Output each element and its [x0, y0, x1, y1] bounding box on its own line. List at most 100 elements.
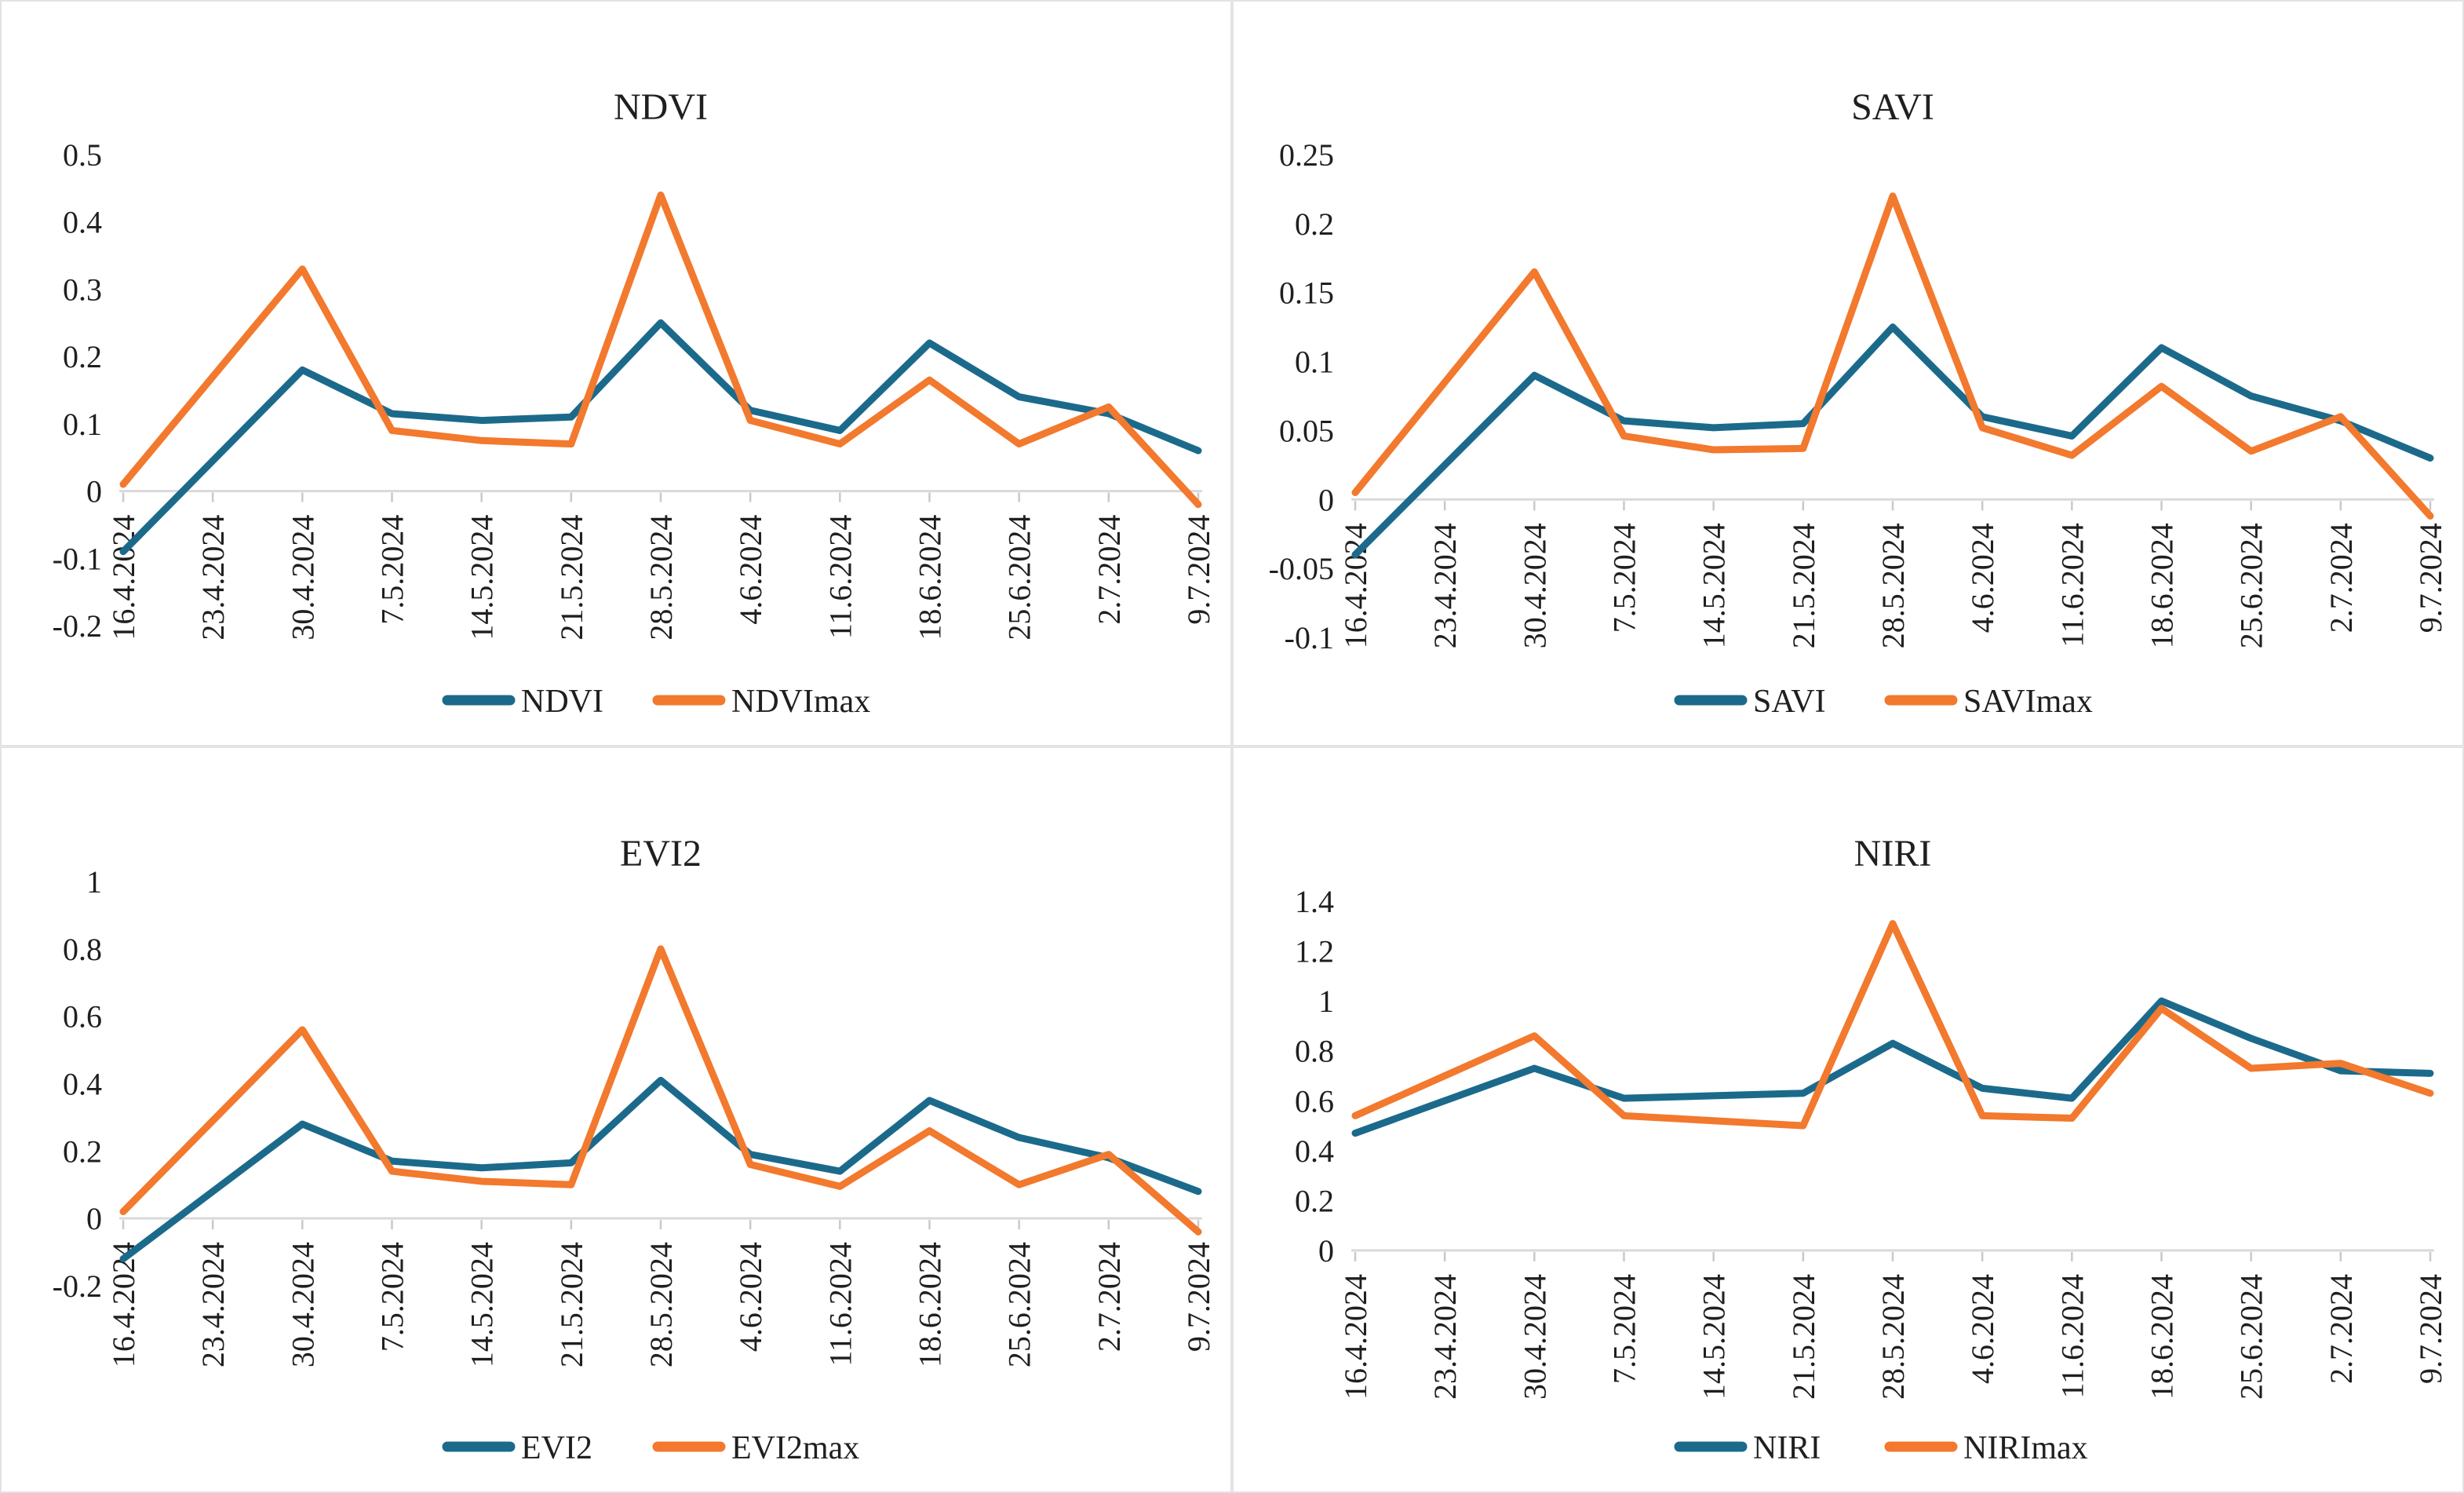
x-axis-label-group: 11.6.2024 — [2054, 523, 2090, 648]
chart-title: SAVI — [1851, 86, 1934, 128]
x-axis-tick-label: 21.5.2024 — [1786, 1274, 1821, 1400]
x-axis-tick-label: 23.4.2024 — [1427, 523, 1463, 648]
y-axis-tick-label: 1.4 — [1295, 884, 1334, 919]
x-axis-label-group: 9.7.2024 — [2413, 523, 2448, 633]
y-axis-tick-label: 0.6 — [63, 999, 102, 1035]
x-axis-tick-label: 14.5.2024 — [1697, 523, 1732, 648]
x-axis-tick-label: 28.5.2024 — [1875, 1274, 1911, 1400]
y-axis-tick-label: 1 — [1318, 984, 1334, 1019]
x-axis-label-group: 30.4.2024 — [1517, 1274, 1552, 1400]
x-axis-label-group: 18.6.2024 — [913, 1242, 948, 1367]
y-axis-tick-label: 0 — [86, 474, 102, 509]
x-axis-label-group: 9.7.2024 — [1181, 1242, 1216, 1352]
y-axis-tick-label: -0.1 — [1285, 620, 1334, 655]
x-axis-label-group: 30.4.2024 — [285, 1242, 320, 1367]
x-axis-label-group: 11.6.2024 — [822, 515, 858, 640]
legend-label-EVI2: EVI2 — [521, 1430, 592, 1466]
y-axis-tick-label: 0.2 — [1295, 206, 1334, 242]
chart-panel-savi: SAVI 0.25 0.2 0.15 0.1 0.05 0 -0.05 -0.1 16.4.202… — [1232, 0, 2464, 746]
legend-label-NDVI: NDVI — [521, 684, 603, 720]
x-axis-tick-label: 2.7.2024 — [2324, 1274, 2359, 1384]
x-axis-tick-label: 11.6.2024 — [822, 515, 858, 640]
x-axis-label-group: 2.7.2024 — [1092, 1242, 1127, 1352]
x-axis-tick-label: 4.6.2024 — [733, 1242, 768, 1352]
series-line-NIRI — [1351, 997, 2434, 1137]
x-axis-tick-label: 7.5.2024 — [375, 1242, 410, 1352]
x-axis-tick-label: 14.5.2024 — [1697, 1274, 1732, 1400]
ndvi-chart: NDVI 0.5 0.4 0.3 0.2 0.1 0 -0.1 -0.2 16.4.2024 23.… — [53, 86, 1216, 720]
x-axis-label-group: 21.5.2024 — [1786, 1274, 1821, 1400]
x-axis-label-group: 7.5.2024 — [1607, 523, 1642, 633]
chart-title: NDVI — [614, 86, 708, 128]
chart-panel-niri: NIRI 1.4 1.2 1 0.8 0.6 0.4 0.2 0 16.4.2024 23.4.20… — [1232, 746, 2464, 1493]
x-axis-label-group: 28.5.2024 — [643, 1242, 679, 1367]
x-axis-tick-label: 9.7.2024 — [2413, 1274, 2448, 1384]
x-axis-label-group: 23.4.2024 — [1427, 523, 1463, 648]
x-axis-tick-label: 9.7.2024 — [2413, 523, 2448, 633]
y-axis-tick-label: 0.4 — [1295, 1133, 1334, 1169]
y-axis-tick-label: 0.15 — [1279, 276, 1334, 311]
x-axis-label-group: 25.6.2024 — [1002, 1242, 1037, 1367]
y-axis-tick-label: -0.2 — [53, 608, 102, 644]
x-axis-label-group: 2.7.2024 — [2324, 523, 2359, 633]
legend-label-EVI2max: EVI2max — [731, 1430, 859, 1466]
x-axis-tick-label: 14.5.2024 — [465, 515, 500, 641]
x-axis-label-group: 2.7.2024 — [1092, 515, 1127, 625]
x-axis-label-group: 9.7.2024 — [1181, 515, 1216, 625]
x-axis-tick-label: 25.6.2024 — [1002, 1242, 1037, 1367]
y-axis-tick-label: 0.4 — [63, 1067, 102, 1102]
x-axis-tick-label: 11.6.2024 — [2054, 523, 2090, 648]
y-axis-tick-label: 1 — [86, 864, 102, 900]
y-axis-tick-label: -0.1 — [53, 541, 102, 576]
x-axis-label-group: 7.5.2024 — [375, 1242, 410, 1352]
x-axis-label-group: 18.6.2024 — [913, 515, 948, 641]
x-axis-tick-label: 4.6.2024 — [733, 515, 768, 625]
x-axis-label-group: 4.6.2024 — [733, 515, 768, 625]
x-axis-tick-label: 28.5.2024 — [643, 1242, 679, 1367]
y-axis-tick-label: 0.1 — [63, 407, 102, 442]
x-axis-tick-label: 16.4.2024 — [1338, 1274, 1373, 1400]
y-axis-tick-label: 0.5 — [63, 137, 102, 173]
chart-title: EVI2 — [620, 833, 702, 874]
y-axis-tick-label: 0.2 — [63, 1133, 102, 1169]
x-axis-tick-label: 18.6.2024 — [2145, 1274, 2180, 1400]
x-axis-label-group: 11.6.2024 — [822, 1242, 858, 1367]
x-axis-tick-label: 11.6.2024 — [2054, 1274, 2090, 1399]
y-axis-tick-label: -0.05 — [1269, 551, 1334, 586]
legend-label-NIRImax: NIRImax — [1963, 1430, 2088, 1466]
y-axis-tick-label: 0.8 — [1295, 1034, 1334, 1069]
x-axis-label-group: 21.5.2024 — [1786, 523, 1821, 648]
x-axis-label-group: 28.5.2024 — [1875, 523, 1911, 648]
x-axis-tick-label: 21.5.2024 — [554, 1242, 589, 1367]
legend-label-SAVImax: SAVImax — [1963, 684, 2093, 720]
y-axis-tick-label: 0.8 — [63, 932, 102, 967]
x-axis-label-group: 2.7.2024 — [2324, 1274, 2359, 1384]
y-axis-tick-label: -0.2 — [53, 1269, 102, 1304]
x-axis-label-group: 28.5.2024 — [1875, 1274, 1911, 1400]
evi2-chart: EVI2 1 0.8 0.6 0.4 0.2 0 -0.2 16.4.2024 23.4.2024… — [53, 833, 1216, 1466]
x-axis-label-group: 9.7.2024 — [2413, 1274, 2448, 1384]
x-axis-tick-label: 9.7.2024 — [1181, 515, 1216, 625]
x-axis-tick-label: 30.4.2024 — [1517, 1274, 1552, 1400]
x-axis-label-group: 14.5.2024 — [1697, 1274, 1732, 1400]
y-axis-tick-label: 0.25 — [1279, 137, 1334, 173]
series-line-SAVI — [1351, 323, 2434, 559]
x-axis-tick-label: 30.4.2024 — [285, 515, 320, 641]
legend-label-SAVI: SAVI — [1753, 684, 1826, 720]
x-axis-label-group: 7.5.2024 — [1607, 1274, 1642, 1384]
x-axis-tick-label: 18.6.2024 — [913, 1242, 948, 1367]
x-axis-label-group: 30.4.2024 — [1517, 523, 1552, 648]
x-axis-tick-label: 7.5.2024 — [1607, 523, 1642, 633]
x-axis-tick-label: 23.4.2024 — [195, 1242, 231, 1367]
x-axis-tick-label: 28.5.2024 — [1875, 523, 1911, 648]
x-axis-tick-label: 4.6.2024 — [1965, 1274, 2000, 1384]
x-axis-label-group: 25.6.2024 — [2234, 523, 2269, 648]
niri-chart: NIRI 1.4 1.2 1 0.8 0.6 0.4 0.2 016.4.2024 23.4.20… — [1295, 833, 2448, 1466]
x-axis-label-group: 16.4.2024 — [106, 1242, 141, 1367]
x-axis-label-group: 11.6.2024 — [2054, 1274, 2090, 1399]
x-axis-label-group: 21.5.2024 — [554, 1242, 589, 1367]
x-axis-label-group: 4.6.2024 — [733, 1242, 768, 1352]
x-axis-label-group: 30.4.2024 — [285, 515, 320, 641]
series-line-EVI2max — [119, 945, 1202, 1236]
